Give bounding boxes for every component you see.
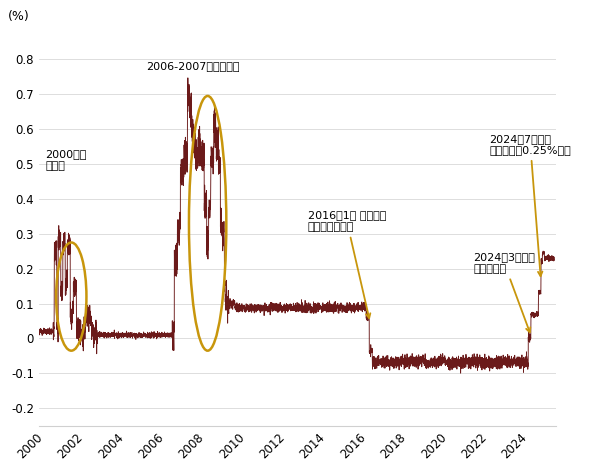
Text: 2024年3月会议
退出负利率: 2024年3月会议 退出负利率 (473, 253, 535, 332)
Text: 2006-2007年加息周期: 2006-2007年加息周期 (146, 61, 240, 72)
Text: 2000年加
息周期: 2000年加 息周期 (45, 149, 86, 171)
Text: 2024年7月会议
决定加息至0.25%附近: 2024年7月会议 决定加息至0.25%附近 (490, 134, 571, 276)
Text: (%): (%) (8, 10, 30, 24)
Text: 2016年1月 日本央行
宣布导入负利率: 2016年1月 日本央行 宣布导入负利率 (307, 211, 386, 318)
